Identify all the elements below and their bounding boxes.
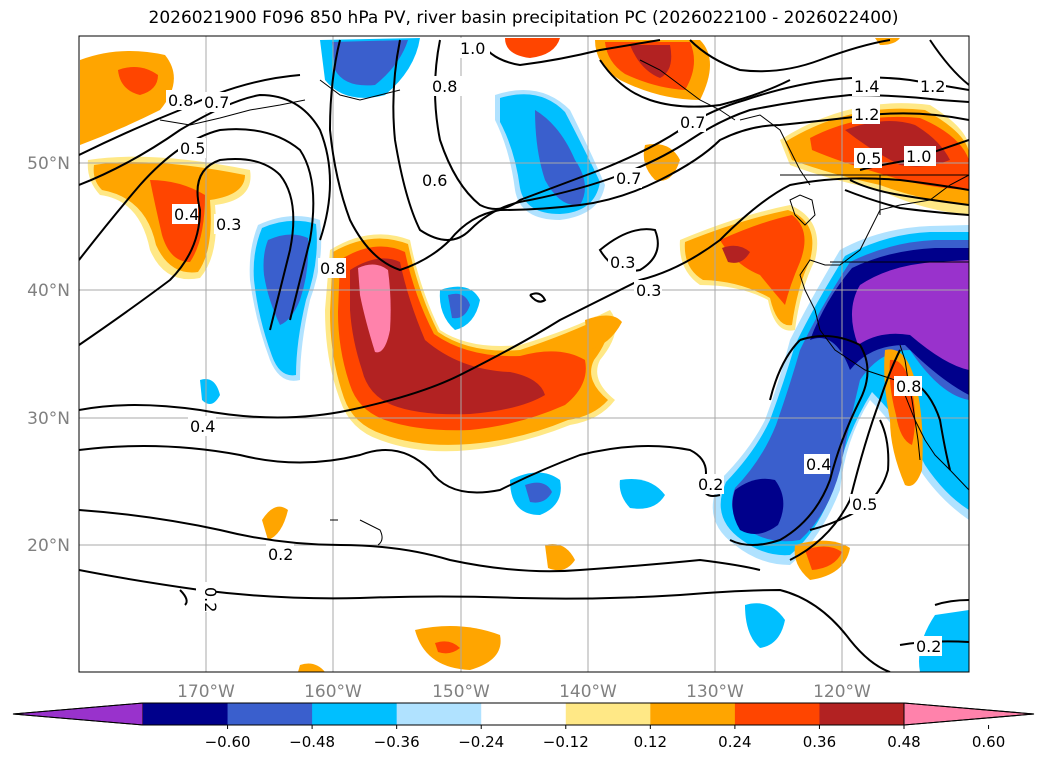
contour-label: 0.8 [168,91,193,110]
colorbar-segment [734,703,820,725]
precip-positive-northeast-red [630,45,672,78]
lon-tick-label: 160°W [304,682,362,702]
colorbar-tick-label: −0.60 [205,733,251,751]
contour-label: 1.0 [906,147,931,166]
lon-tick-label: 120°W [813,682,871,702]
precip-positive-small-ne [643,144,680,181]
precip-negative-north-core [332,40,408,86]
lat-tick-label: 20°N [27,536,70,556]
precip-positive-main-pink [358,264,391,353]
precip-negative-westcoast-purple [851,260,969,370]
colorbar-tick-label: 0.12 [634,733,667,751]
contour-label: 0.8 [320,259,345,278]
contour-label: 0.2 [698,475,723,494]
contour-label: 0.4 [174,205,199,224]
contour-label: 1.4 [854,77,879,96]
precip-negative-small-1-core [525,482,552,503]
colorbar-segment [565,703,651,725]
contour-label: 0.7 [204,93,229,112]
precip-positive-small-7 [875,38,900,45]
contour-label: 0.4 [190,417,215,436]
contour-label: 0.7 [680,113,705,132]
contour-label: 0.3 [610,253,635,272]
precip-positive-oregon-red [722,245,750,263]
precip-positive-nw-core [118,66,158,95]
colorbar-segment [396,703,482,725]
lat-tick-label: 50°N [27,154,70,174]
precip-negative-central-core [535,110,585,206]
contour-label: 0.5 [852,495,877,514]
contour-label: 0.6 [422,171,447,190]
contour-label: 0.7 [616,169,641,188]
precip-positive-small-3 [545,544,575,571]
contour-label: 0.5 [180,139,205,158]
colorbar-tick-label: 0.48 [887,733,920,751]
graticule [79,36,969,672]
lon-tick-label: 130°W [686,682,744,702]
colorbar-tick-label: −0.12 [543,733,589,751]
colorbar-tick-label: 0.60 [972,733,1005,751]
lon-tick-label: 150°W [432,682,490,702]
lon-axis: 170°W 160°W 150°W 140°W 130°W 120°W [177,682,871,702]
contour-label: 0.8 [432,77,457,96]
contour-label: 1.0 [460,39,485,58]
precip-negative-148w-core [448,293,470,319]
colorbar-frame [12,702,1035,726]
colorbar-tick-label: −0.24 [458,733,504,751]
colorbar-segment [819,703,905,725]
colorbar-extend-low [12,702,144,726]
colorbar-segment [227,703,313,725]
contour-label: 0.5 [856,149,881,168]
lon-tick-label: 170°W [177,682,235,702]
contour-label: 0.3 [216,215,241,234]
contour-label-group: 1.0 0.8 0.8 0.7 0.5 0.4 0.3 0.8 0.6 0.7 … [166,38,946,656]
contour-label: 0.2 [201,587,220,612]
colorbar-segment [312,703,398,725]
precip-positive-small-1 [262,506,288,540]
precip-negative-small-5 [200,379,220,404]
contour-label: 0.2 [268,545,293,564]
lat-tick-label: 40°N [27,281,70,301]
lat-axis: 50°N 40°N 30°N 20°N [27,154,70,556]
contour-label: 0.4 [806,455,831,474]
lon-tick-label: 140°W [559,682,617,702]
contour-label: 0.2 [916,637,941,656]
precip-negative-small-3 [745,603,785,648]
precip-positive-main-red [350,258,545,415]
precip-positive-small-8 [905,458,922,481]
coastlines [159,59,969,546]
contour-label: 0.8 [896,377,921,396]
precip-positive-north [505,38,560,58]
colorbar-tick-label: 0.24 [718,733,751,751]
precip-negative-163w-core [263,234,309,325]
colorbar-segment [143,703,229,725]
contour-label: 1.2 [854,105,879,124]
colorbar-extend-high [903,702,1035,726]
precip-positive-small-5 [585,315,622,350]
precip-positive-oregon-core [720,215,805,305]
colorbar-tick-label: 0.36 [803,733,836,751]
colorbar-tick-label: −0.48 [289,733,335,751]
colorbar: −0.60 −0.48 −0.36 −0.24 −0.12 0.12 0.24 0.36 0.4… [12,702,1035,751]
contour-label: 0.3 [636,281,661,300]
precip-negative-southwest-navy [732,478,784,534]
colorbar-segment [650,703,736,725]
plot-frame [78,35,970,673]
contour-label: 1.2 [920,77,945,96]
precip-positive-small-6 [298,663,325,672]
map-title: 2026021900 F096 850 hPa PV, river basin … [148,8,899,28]
lat-tick-label: 30°N [27,409,70,429]
precip-negative-small-2 [619,479,665,509]
colorbar-segment [481,703,567,725]
precip-positive-small-4-core [805,546,842,570]
colorbar-tick-label: −0.36 [374,733,420,751]
precip-positive-small-2-core [435,641,460,654]
